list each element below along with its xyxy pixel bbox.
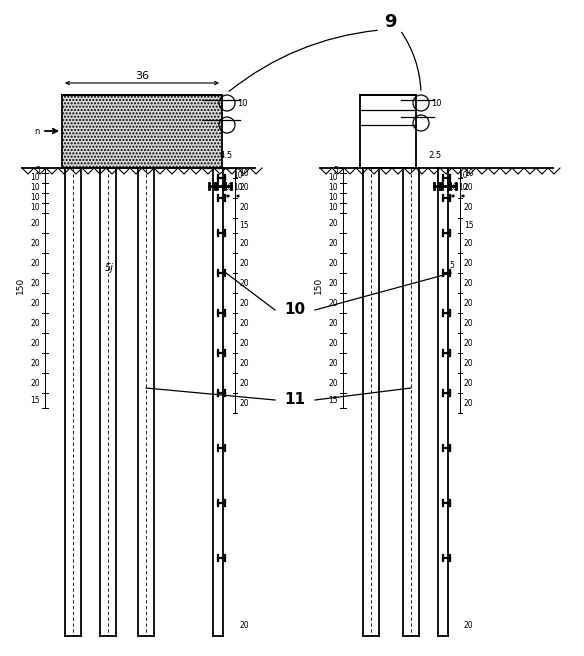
Bar: [360, 95, 416, 168]
Text: 20: 20: [328, 258, 338, 268]
Text: 10: 10: [233, 183, 243, 192]
Text: 20: 20: [464, 379, 474, 388]
Text: 20: 20: [464, 258, 474, 268]
Text: 20: 20: [464, 338, 474, 348]
Text: 10: 10: [328, 194, 338, 203]
Text: 20: 20: [30, 258, 40, 268]
Text: 20: 20: [328, 358, 338, 367]
Text: 20: 20: [328, 319, 338, 327]
Text: 20: 20: [239, 398, 249, 407]
Text: 20: 20: [328, 218, 338, 228]
Text: 10: 10: [458, 183, 468, 192]
Text: 20: 20: [30, 218, 40, 228]
Text: 10: 10: [448, 183, 458, 192]
Text: 10: 10: [328, 173, 338, 182]
Text: 10: 10: [239, 169, 249, 178]
Text: 11: 11: [284, 392, 305, 407]
Text: 10: 10: [284, 302, 305, 318]
Text: 20: 20: [30, 338, 40, 348]
Text: 10: 10: [30, 184, 40, 192]
Text: 20: 20: [328, 239, 338, 247]
Text: 20: 20: [239, 338, 249, 348]
Text: 15: 15: [239, 220, 249, 230]
Text: 20: 20: [239, 184, 249, 192]
Bar: [62, 95, 222, 168]
Text: 20: 20: [464, 358, 474, 367]
Text: 10: 10: [431, 98, 442, 108]
Text: 5: 5: [333, 166, 338, 175]
Text: 10: 10: [30, 194, 40, 203]
Text: 20: 20: [464, 621, 474, 630]
Text: 10: 10: [30, 203, 40, 213]
Text: 20: 20: [328, 279, 338, 287]
Text: 10: 10: [464, 169, 474, 178]
Text: 20: 20: [239, 379, 249, 388]
Text: 10: 10: [223, 183, 233, 192]
Text: 15: 15: [328, 396, 338, 405]
Text: 5: 5: [449, 260, 454, 270]
Text: 2.5: 2.5: [429, 152, 442, 161]
Text: 10: 10: [328, 184, 338, 192]
Text: 20: 20: [464, 203, 474, 213]
Text: 20: 20: [464, 184, 474, 192]
Text: 20: 20: [464, 279, 474, 287]
Text: 20: 20: [239, 621, 249, 630]
Text: 20: 20: [464, 319, 474, 327]
Text: n: n: [34, 127, 40, 136]
Text: 20: 20: [30, 319, 40, 327]
Text: 10: 10: [233, 171, 242, 180]
Text: 20: 20: [464, 398, 474, 407]
Text: 10: 10: [30, 173, 40, 182]
Text: 20: 20: [328, 379, 338, 388]
Text: 150: 150: [16, 276, 25, 294]
Text: 20: 20: [328, 338, 338, 348]
Text: 20: 20: [30, 358, 40, 367]
Text: 20: 20: [239, 203, 249, 213]
Text: 20: 20: [464, 298, 474, 308]
Text: 20: 20: [239, 319, 249, 327]
Text: 15: 15: [30, 396, 40, 405]
Text: 5j: 5j: [105, 263, 114, 273]
Text: 36: 36: [135, 71, 149, 81]
Text: 150: 150: [314, 276, 322, 294]
Text: 20: 20: [239, 258, 249, 268]
Text: 20: 20: [30, 239, 40, 247]
Text: 20: 20: [239, 358, 249, 367]
Text: 20: 20: [30, 379, 40, 388]
Text: 15: 15: [464, 220, 474, 230]
Text: 20: 20: [464, 239, 474, 247]
Text: 20: 20: [30, 279, 40, 287]
Text: 20: 20: [239, 239, 249, 247]
Text: 10: 10: [458, 171, 468, 180]
Text: 20: 20: [30, 298, 40, 308]
Text: 20: 20: [239, 279, 249, 287]
Text: 20: 20: [239, 298, 249, 308]
Text: 20: 20: [328, 298, 338, 308]
Text: 9: 9: [384, 13, 397, 31]
Text: 10: 10: [237, 98, 248, 108]
Text: 5: 5: [35, 166, 40, 175]
Text: 10: 10: [328, 203, 338, 213]
Text: 4.5: 4.5: [220, 152, 233, 161]
